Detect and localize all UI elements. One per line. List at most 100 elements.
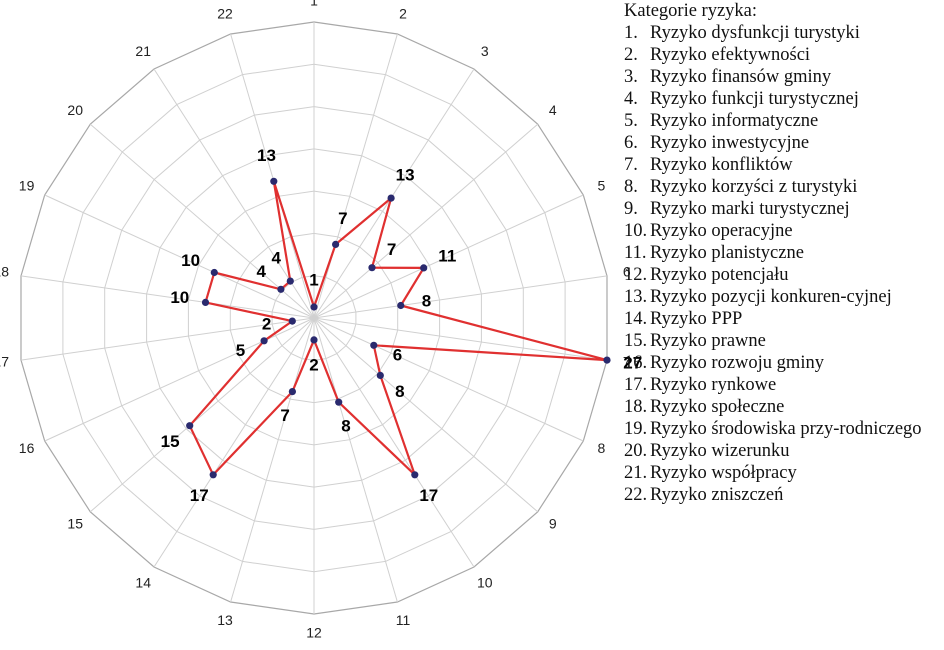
axis-label: 16 [19, 440, 35, 456]
legend-item: 14. Ryzyko PPP [624, 308, 944, 330]
axis-label: 4 [549, 102, 557, 118]
data-label: 15 [161, 432, 180, 451]
legend-item-number: 13. [624, 287, 648, 307]
data-label: 13 [257, 146, 276, 165]
data-label: 17 [419, 486, 438, 505]
legend-item-text: Ryzyko funkcji turystycznej [650, 89, 859, 109]
legend-item: 11. Ryzyko planistyczne [624, 242, 944, 264]
data-point [209, 471, 217, 479]
legend-item-text: Ryzyko zniszczeń [650, 485, 784, 505]
legend-item-text: Ryzyko potencjału [650, 265, 789, 285]
legend-item: 13. Ryzyko pozycji konkuren-cyjnej [624, 286, 944, 308]
grid-spoke [230, 33, 315, 319]
data-point [603, 356, 611, 364]
legend-item-text: Ryzyko finansów gminy [650, 67, 832, 87]
legend-item-number: 16. [624, 353, 648, 373]
axis-label: 2 [399, 6, 407, 22]
axis-labels: 12345678910111213141516171819202122 [0, 0, 631, 641]
legend-item-number: 22. [624, 485, 648, 505]
legend-item-text: Ryzyko operacyjne [650, 221, 793, 241]
legend-item-number: 3. [624, 67, 638, 87]
axis-label: 20 [67, 102, 83, 118]
data-label: 7 [387, 240, 396, 259]
legend-item-text: Ryzyko współpracy [650, 463, 797, 483]
grid-spoke [313, 317, 398, 603]
data-label: 4 [271, 249, 281, 268]
legend-item-number: 6. [624, 133, 638, 153]
axis-label: 21 [135, 43, 151, 59]
legend-item: 1. Ryzyko dysfunkcji turystyki [624, 22, 944, 44]
grid-spoke [313, 194, 584, 319]
legend-item-number: 12. [624, 265, 648, 285]
data-point [288, 388, 296, 396]
data-point [370, 341, 378, 349]
legend-item-number: 5. [624, 111, 638, 131]
legend-item: 8. Ryzyko korzyści z turystyki [624, 176, 944, 198]
legend-item: 6. Ryzyko inwestycyjne [624, 132, 944, 154]
legend-item: 17. Ryzyko rynkowe [624, 374, 944, 396]
axis-label: 17 [0, 354, 9, 370]
axis-label: 12 [306, 625, 322, 641]
legend-item-number: 14. [624, 309, 648, 329]
data-point [376, 371, 384, 379]
legend-item: 9. Ryzyko marki turystycznej [624, 198, 944, 220]
data-point [397, 301, 405, 310]
grid-spoke [313, 317, 539, 513]
data-label: 4 [256, 262, 266, 281]
legend-item-text: Ryzyko informatyczne [650, 111, 819, 131]
grid-spoke [313, 317, 475, 568]
grid-spoke [313, 123, 539, 319]
axis-label: 19 [19, 177, 35, 193]
legend-item: 10. Ryzyko operacyjne [624, 220, 944, 242]
legend-item: 21. Ryzyko współpracy [624, 462, 944, 484]
data-point [332, 240, 340, 248]
data-label: 6 [393, 346, 402, 365]
data-label: 8 [395, 382, 404, 401]
legend-item: 12. Ryzyko potencjału [624, 264, 944, 286]
legend-item-number: 9. [624, 199, 638, 219]
legend-item-number: 2. [624, 45, 638, 65]
axis-label: 1 [310, 0, 318, 9]
legend-item: 16. Ryzyko rozwoju gminy [624, 352, 944, 374]
legend-item-text: Ryzyko środowiska przy-rodniczego [650, 419, 922, 439]
data-point [260, 337, 268, 345]
grid-spoke [20, 317, 315, 361]
data-label: 8 [422, 291, 431, 310]
axis-label: 13 [217, 612, 233, 628]
legend-item-number: 19. [624, 419, 648, 439]
legend-item: 3. Ryzyko finansów gminy [624, 66, 944, 88]
data-label: 7 [338, 209, 347, 228]
legend-item-text: Ryzyko rozwoju gminy [650, 353, 824, 373]
legend-item-text: Ryzyko marki turystycznej [650, 199, 850, 219]
grid-spoke [313, 317, 584, 442]
data-point [210, 268, 218, 277]
data-point [286, 277, 294, 285]
legend-title: Kategorie ryzyka: [624, 1, 758, 21]
legend-item-text: Ryzyko pozycji konkuren-cyjnej [650, 287, 892, 307]
legend-item: 19. Ryzyko środowiska przy-rodniczego [624, 418, 944, 440]
axis-label: 6 [623, 264, 631, 280]
legend-item-text: Ryzyko inwestycyjne [650, 133, 810, 153]
legend-item-number: 15. [624, 331, 648, 351]
legend-item: 7. Ryzyko konfliktów [624, 154, 944, 176]
legend-item-number: 21. [624, 463, 648, 483]
legend-item-number: 4. [624, 89, 638, 109]
grid-spoke [230, 317, 315, 603]
legend-item-text: Ryzyko rynkowe [650, 375, 777, 395]
axis-label: 10 [477, 575, 493, 591]
legend-item: 15. Ryzyko prawne [624, 330, 944, 352]
radar-grid [20, 21, 608, 615]
legend-item-number: 20. [624, 441, 648, 461]
grid-spoke [153, 68, 315, 319]
legend-item-text: Ryzyko wizerunku [650, 441, 790, 461]
grid-spoke [44, 317, 315, 442]
legend-item-number: 10. [624, 221, 648, 241]
legend-item: 5. Ryzyko informatyczne [624, 110, 944, 132]
data-point [387, 194, 395, 202]
data-point [186, 422, 194, 430]
grid-spoke [313, 33, 398, 319]
data-label: 5 [236, 341, 245, 360]
grid-spoke [20, 275, 315, 319]
legend-item-text: Ryzyko efektywności [650, 45, 811, 65]
legend-item-text: Ryzyko prawne [650, 331, 766, 351]
